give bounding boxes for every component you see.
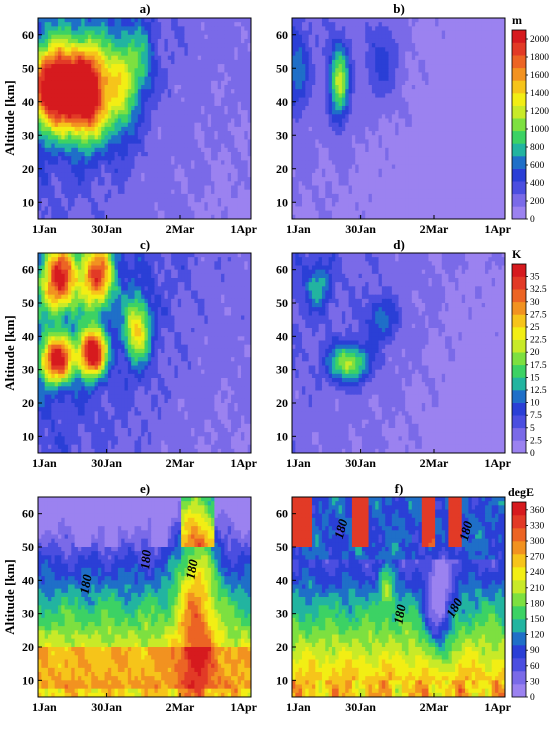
heatmap-a bbox=[38, 18, 252, 220]
heatmap-b bbox=[292, 18, 506, 220]
panel-a: a) 10 20 30 40 50 60 1Jan 30Jan 2Mar 1Apr Altitu… bbox=[2, 1, 258, 236]
y-tick-label: 60 bbox=[22, 28, 34, 42]
y-tick-label: 30 bbox=[22, 128, 34, 142]
x-tick-label: 2Mar bbox=[166, 222, 195, 236]
panel-title-a: a) bbox=[140, 1, 151, 16]
x-tick-label: 1Jan bbox=[32, 222, 57, 236]
x-tick-label: 1Apr bbox=[230, 222, 257, 236]
y-axis-label-a: Altitude [km] bbox=[2, 80, 17, 155]
x-tick-label: 30Jan bbox=[91, 222, 122, 236]
y-tick-label: 40 bbox=[22, 95, 34, 109]
y-tick-label: 10 bbox=[22, 195, 34, 209]
y-tick-label: 20 bbox=[22, 162, 34, 176]
y-tick-label: 50 bbox=[22, 61, 34, 75]
